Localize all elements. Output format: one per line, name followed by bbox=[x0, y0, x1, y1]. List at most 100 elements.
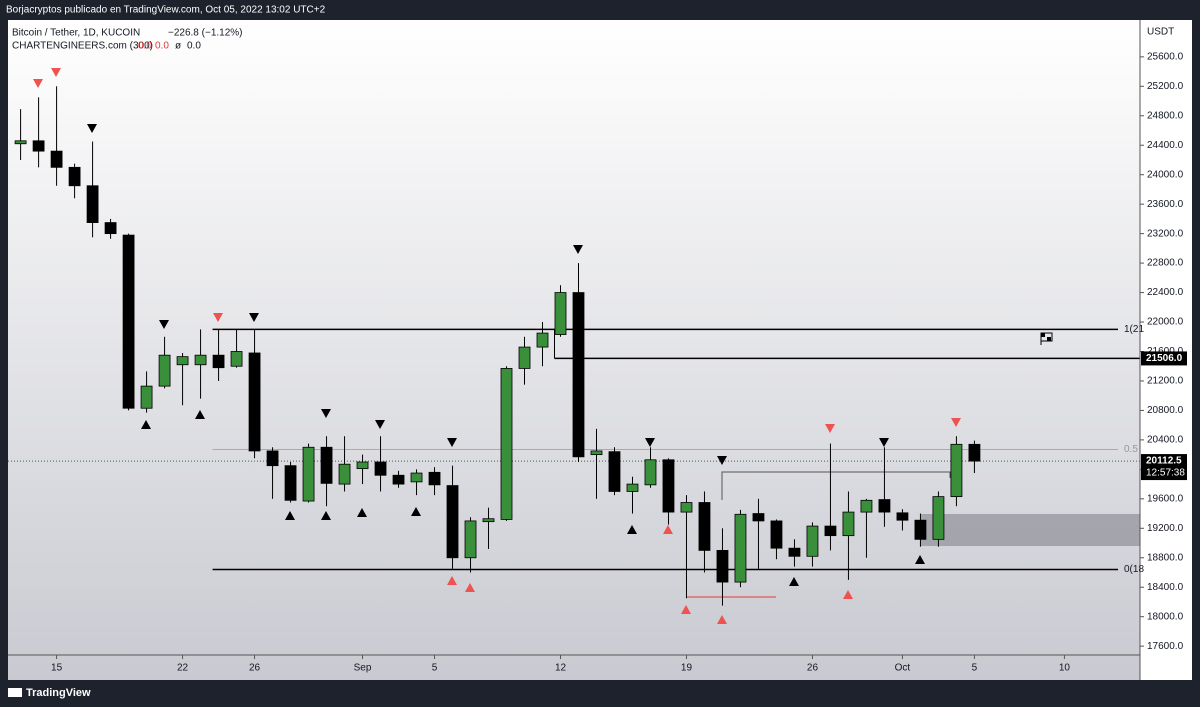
level-label: 0.5 bbox=[1124, 444, 1138, 455]
flag bbox=[1040, 332, 1053, 345]
x-tick-label: 22 bbox=[177, 663, 189, 674]
price-tag bbox=[1141, 351, 1187, 366]
candle-body bbox=[716, 549, 729, 583]
candle-body bbox=[338, 463, 351, 485]
price-tag-label: 21506.0 bbox=[1146, 353, 1183, 364]
candle-body bbox=[374, 461, 387, 476]
candle-body bbox=[230, 351, 243, 367]
signal bbox=[141, 420, 151, 429]
y-tick-label: 18800.0 bbox=[1147, 552, 1184, 563]
price-axis bbox=[1140, 20, 1192, 680]
signal bbox=[573, 245, 583, 254]
signal bbox=[681, 605, 691, 614]
candle-body bbox=[554, 292, 567, 335]
signal bbox=[195, 410, 205, 419]
signal bbox=[465, 583, 475, 592]
signal bbox=[213, 313, 223, 322]
candle-body bbox=[464, 520, 477, 559]
candle-body bbox=[86, 185, 99, 223]
candle-body bbox=[842, 511, 855, 537]
signal bbox=[357, 508, 367, 517]
signal bbox=[717, 456, 727, 465]
signal bbox=[447, 576, 457, 585]
signal bbox=[87, 124, 97, 133]
candle-body bbox=[68, 166, 81, 187]
candle-body bbox=[770, 520, 783, 549]
candle-body bbox=[896, 512, 909, 521]
signal bbox=[789, 577, 799, 586]
signal bbox=[645, 438, 655, 447]
candle-body bbox=[680, 502, 693, 513]
candle-body bbox=[140, 385, 153, 409]
price-tag-label: 20112.5 bbox=[1146, 456, 1182, 467]
level-label: 1(21 bbox=[1124, 324, 1144, 335]
candle-body bbox=[824, 525, 837, 537]
x-tick-label: 19 bbox=[681, 663, 693, 674]
plot-background bbox=[8, 20, 1192, 680]
signal bbox=[663, 525, 673, 534]
change: −226.8 (−1.12%) bbox=[168, 28, 243, 39]
candle-body bbox=[410, 472, 423, 483]
logo bbox=[8, 688, 22, 697]
brand: TradingView bbox=[26, 687, 91, 699]
signal bbox=[33, 79, 43, 88]
candle-body bbox=[518, 346, 531, 369]
level-label: 0(18 bbox=[1124, 564, 1144, 575]
candle-body bbox=[212, 354, 225, 369]
y-tick-label: 19600.0 bbox=[1147, 493, 1184, 504]
y-tick-label: 20400.0 bbox=[1147, 435, 1184, 446]
y-tick-label: 17600.0 bbox=[1147, 641, 1184, 652]
countdown: 12:57:38 bbox=[1146, 468, 1185, 479]
candle-body bbox=[878, 499, 891, 513]
indicator-value: 0.0 bbox=[138, 41, 152, 52]
candle-body bbox=[788, 547, 801, 557]
publisher: Borjacryptos publicado en TradingView.co… bbox=[6, 5, 326, 16]
candle-body bbox=[950, 443, 963, 498]
candle-body bbox=[194, 354, 207, 366]
signal bbox=[447, 438, 457, 447]
y-tick-label: 22800.0 bbox=[1147, 258, 1184, 269]
price-tag bbox=[1141, 454, 1187, 481]
signal bbox=[717, 615, 727, 624]
candle-body bbox=[176, 356, 189, 366]
y-tick-label: 18400.0 bbox=[1147, 582, 1184, 593]
indicator-symbol: ø bbox=[175, 41, 181, 52]
y-tick-label: 18000.0 bbox=[1147, 611, 1184, 622]
candle-body bbox=[104, 222, 117, 235]
x-tick-label: 26 bbox=[807, 663, 819, 674]
y-tick-label: 22400.0 bbox=[1147, 287, 1184, 298]
y-tick-label: 19200.0 bbox=[1147, 523, 1184, 534]
candle-body bbox=[590, 450, 603, 456]
signal bbox=[411, 507, 421, 516]
indicator-value: 0.0 bbox=[187, 41, 201, 52]
candle-body bbox=[32, 140, 45, 152]
zone bbox=[920, 514, 1140, 546]
candle-body bbox=[644, 459, 657, 486]
candle-body bbox=[968, 443, 981, 462]
y-tick-label: 21200.0 bbox=[1147, 376, 1184, 387]
x-tick-label: 10 bbox=[1059, 663, 1071, 674]
currency: USDT bbox=[1147, 27, 1174, 38]
indicator-name: CHARTENGINEERS.com (300) bbox=[12, 41, 153, 52]
signals bbox=[33, 68, 961, 624]
chart-title: Bitcoin / Tether, 1D, KUCOIN bbox=[12, 28, 140, 39]
candle-body bbox=[14, 140, 27, 145]
candle-body bbox=[914, 519, 927, 540]
signal bbox=[249, 313, 259, 322]
signal bbox=[285, 511, 295, 520]
y-tick-label: 25200.0 bbox=[1147, 81, 1184, 92]
y-tick-label: 25600.0 bbox=[1147, 51, 1184, 62]
candle-body bbox=[446, 485, 459, 559]
candle-body bbox=[572, 292, 585, 458]
candle-body bbox=[482, 518, 495, 523]
y-tick-label: 20800.0 bbox=[1147, 405, 1184, 416]
signal bbox=[321, 511, 331, 520]
candle-body bbox=[500, 368, 513, 520]
candle-body bbox=[320, 446, 333, 484]
candle-body bbox=[248, 352, 261, 452]
signal bbox=[159, 320, 169, 329]
y-tick-label: 24000.0 bbox=[1147, 169, 1184, 180]
signal bbox=[951, 418, 961, 427]
candle-body bbox=[428, 471, 441, 486]
